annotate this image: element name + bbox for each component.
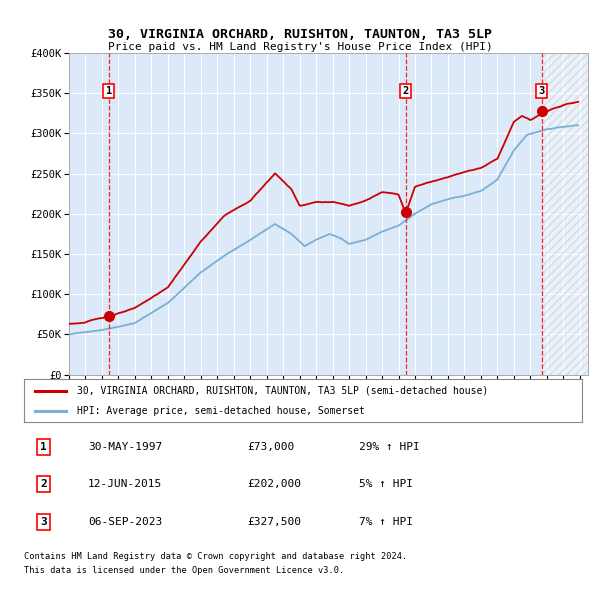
Text: 5% ↑ HPI: 5% ↑ HPI xyxy=(359,479,413,489)
Text: Price paid vs. HM Land Registry's House Price Index (HPI): Price paid vs. HM Land Registry's House … xyxy=(107,42,493,53)
Text: 3: 3 xyxy=(40,517,47,527)
Text: 1: 1 xyxy=(106,86,112,96)
Text: £327,500: £327,500 xyxy=(247,517,301,527)
Text: £202,000: £202,000 xyxy=(247,479,301,489)
Text: £73,000: £73,000 xyxy=(247,442,295,452)
Text: 29% ↑ HPI: 29% ↑ HPI xyxy=(359,442,419,452)
Text: This data is licensed under the Open Government Licence v3.0.: This data is licensed under the Open Gov… xyxy=(24,566,344,575)
Bar xyxy=(542,53,588,375)
Text: HPI: Average price, semi-detached house, Somerset: HPI: Average price, semi-detached house,… xyxy=(77,407,365,416)
Text: 3: 3 xyxy=(538,86,545,96)
Text: Contains HM Land Registry data © Crown copyright and database right 2024.: Contains HM Land Registry data © Crown c… xyxy=(24,552,407,560)
Text: 2: 2 xyxy=(40,479,47,489)
Text: 12-JUN-2015: 12-JUN-2015 xyxy=(88,479,163,489)
Text: 7% ↑ HPI: 7% ↑ HPI xyxy=(359,517,413,527)
Text: 06-SEP-2023: 06-SEP-2023 xyxy=(88,517,163,527)
Text: 1: 1 xyxy=(40,442,47,452)
Text: 30, VIRGINIA ORCHARD, RUISHTON, TAUNTON, TA3 5LP: 30, VIRGINIA ORCHARD, RUISHTON, TAUNTON,… xyxy=(108,28,492,41)
Text: 2: 2 xyxy=(403,86,409,96)
Text: 30-MAY-1997: 30-MAY-1997 xyxy=(88,442,163,452)
Text: 30, VIRGINIA ORCHARD, RUISHTON, TAUNTON, TA3 5LP (semi-detached house): 30, VIRGINIA ORCHARD, RUISHTON, TAUNTON,… xyxy=(77,386,488,396)
